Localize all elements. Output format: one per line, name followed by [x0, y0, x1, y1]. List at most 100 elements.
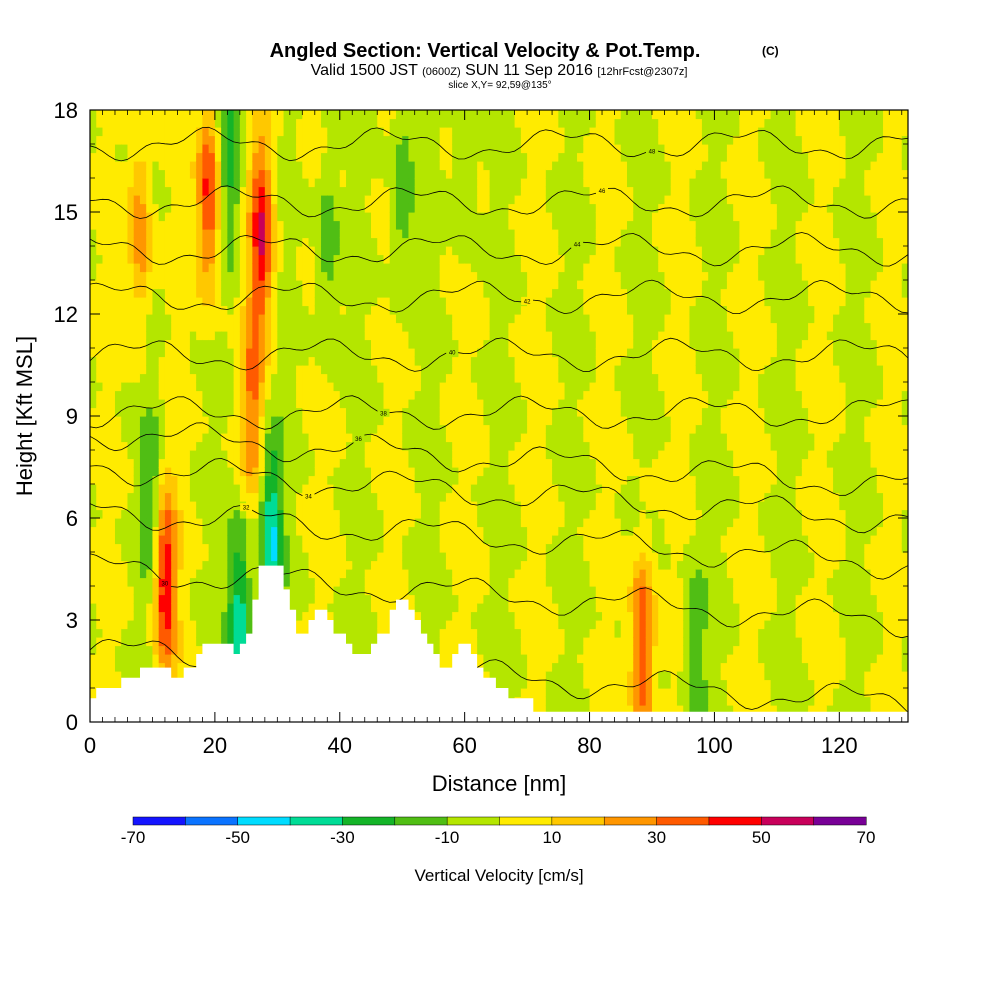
velocity-cell — [508, 416, 516, 426]
velocity-cell — [139, 475, 147, 485]
velocity-cell — [433, 254, 441, 264]
velocity-cell — [308, 314, 316, 324]
velocity-cell — [489, 144, 497, 154]
velocity-cell — [495, 543, 503, 553]
velocity-cell — [152, 297, 160, 307]
velocity-cell — [271, 212, 278, 222]
velocity-cell — [233, 552, 241, 562]
velocity-cell — [339, 237, 347, 247]
velocity-cell — [389, 237, 397, 247]
velocity-cell — [152, 654, 160, 664]
velocity-cell — [308, 348, 316, 358]
velocity-cell — [258, 365, 266, 375]
velocity-cell — [96, 356, 104, 366]
velocity-cell — [127, 178, 135, 188]
velocity-cell — [96, 322, 104, 332]
velocity-cell — [139, 237, 147, 247]
velocity-cell — [233, 603, 241, 613]
velocity-cell — [283, 492, 291, 502]
velocity-cell — [483, 127, 491, 137]
velocity-cell — [233, 560, 241, 570]
velocity-cell — [402, 450, 410, 460]
velocity-cell — [258, 526, 266, 536]
velocity-cell — [121, 110, 129, 120]
velocity-cell — [264, 246, 272, 256]
velocity-cell — [364, 620, 372, 630]
velocity-cell — [452, 450, 460, 460]
velocity-cell — [164, 433, 172, 443]
velocity-cell — [221, 450, 228, 460]
velocity-cell — [452, 297, 460, 307]
velocity-cell — [239, 348, 247, 358]
velocity-cell — [102, 501, 110, 511]
velocity-cell — [252, 399, 260, 409]
velocity-cell — [402, 586, 410, 596]
velocity-cell — [495, 110, 503, 120]
velocity-cell — [171, 543, 179, 553]
velocity-cell — [339, 450, 347, 460]
velocity-cell — [470, 492, 478, 502]
velocity-cell — [420, 433, 428, 443]
velocity-cell — [164, 237, 172, 247]
velocity-cell — [308, 237, 316, 247]
velocity-cell — [164, 246, 172, 256]
velocity-cell — [264, 331, 272, 341]
velocity-cell — [189, 450, 197, 460]
velocity-cell — [389, 509, 397, 519]
velocity-cell — [308, 144, 316, 154]
velocity-cell — [302, 552, 310, 562]
velocity-cell — [389, 484, 397, 494]
velocity-cell — [358, 569, 366, 579]
velocity-cell — [452, 552, 460, 562]
velocity-cell — [202, 433, 210, 443]
velocity-cell — [458, 220, 466, 230]
velocity-cell — [196, 433, 203, 443]
velocity-cell — [164, 543, 172, 553]
velocity-cell — [420, 246, 428, 256]
velocity-cell — [202, 467, 210, 477]
velocity-cell — [414, 212, 422, 222]
velocity-cell — [189, 110, 197, 120]
velocity-cell — [133, 416, 141, 426]
velocity-cell — [383, 484, 391, 494]
velocity-cell — [271, 135, 278, 145]
velocity-cell — [164, 169, 172, 179]
velocity-cell — [508, 484, 516, 494]
velocity-cell — [246, 297, 253, 307]
velocity-cell — [314, 331, 322, 341]
velocity-cell — [302, 331, 310, 341]
velocity-cell — [364, 441, 372, 451]
velocity-cell — [439, 543, 447, 553]
velocity-cell — [283, 229, 291, 239]
velocity-cell — [127, 203, 135, 213]
velocity-cell — [221, 535, 228, 545]
velocity-cell — [495, 569, 503, 579]
velocity-cell — [327, 467, 335, 477]
velocity-cell — [152, 424, 160, 434]
velocity-cell — [483, 331, 491, 341]
velocity-cell — [339, 552, 347, 562]
velocity-cell — [271, 271, 278, 281]
velocity-cell — [445, 620, 453, 630]
velocity-cell — [477, 569, 484, 579]
velocity-cell — [346, 509, 353, 519]
velocity-cell — [296, 526, 303, 536]
velocity-cell — [495, 475, 503, 485]
velocity-cell — [508, 203, 516, 213]
velocity-cell — [90, 118, 97, 128]
velocity-cell — [171, 356, 179, 366]
velocity-cell — [114, 220, 122, 230]
velocity-cell — [458, 246, 466, 256]
velocity-cell — [402, 399, 410, 409]
velocity-cell — [277, 467, 285, 477]
velocity-cell — [277, 560, 285, 570]
velocity-cell — [520, 526, 528, 536]
velocity-cell — [483, 416, 491, 426]
velocity-cell — [296, 322, 303, 332]
velocity-cell — [271, 246, 278, 256]
velocity-cell — [339, 569, 347, 579]
velocity-cell — [152, 263, 160, 273]
velocity-cell — [258, 135, 266, 145]
velocity-cell — [133, 407, 141, 417]
velocity-cell — [402, 212, 410, 222]
